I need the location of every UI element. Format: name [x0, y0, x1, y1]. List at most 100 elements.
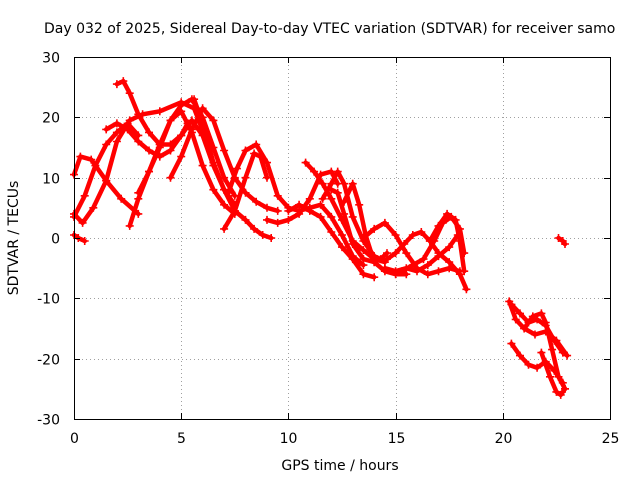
data-point — [145, 167, 153, 176]
data-point — [338, 231, 346, 239]
data-point — [190, 95, 199, 104]
data-point — [327, 185, 336, 194]
data-point — [112, 137, 121, 146]
data-point — [102, 140, 111, 149]
data-point — [232, 164, 241, 173]
data-point — [145, 128, 153, 137]
data-point — [541, 360, 550, 369]
x-axis-label: GPS time / hours — [281, 458, 398, 474]
data-point — [112, 80, 121, 89]
data-point — [507, 339, 516, 348]
data-point — [533, 363, 542, 372]
data-point — [370, 273, 379, 282]
data-point — [380, 264, 389, 273]
data-point — [263, 203, 271, 212]
data-point — [340, 179, 349, 188]
data-point — [117, 194, 126, 203]
data-point — [123, 125, 132, 134]
data-point — [398, 267, 406, 276]
data-point — [563, 351, 572, 360]
data-point — [80, 237, 89, 245]
y-tick-label: 0 — [51, 232, 60, 248]
data-point — [119, 77, 128, 86]
data-point — [383, 255, 391, 264]
data-point — [89, 203, 98, 212]
x-tick-label: 15 — [388, 431, 406, 447]
x-tick-label: 5 — [177, 431, 186, 447]
data-point — [528, 312, 537, 321]
data-point — [391, 231, 400, 239]
y-axis-label: SDTVAR / TECUs — [6, 181, 22, 296]
data-point — [348, 179, 357, 188]
data-point — [434, 249, 443, 258]
data-series — [70, 77, 572, 399]
data-point — [112, 128, 121, 137]
data-point — [241, 173, 250, 182]
data-point — [348, 212, 357, 221]
data-point — [423, 261, 432, 270]
data-point — [443, 209, 452, 218]
data-point — [318, 179, 327, 188]
data-point — [295, 209, 304, 218]
series-line-arc-3 — [71, 154, 141, 217]
data-point — [241, 215, 250, 224]
data-point — [541, 318, 550, 327]
data-point — [155, 107, 164, 116]
data-point — [78, 218, 87, 227]
data-point — [177, 152, 186, 161]
data-point — [316, 200, 325, 209]
data-point — [166, 116, 175, 125]
x-tick-label: 20 — [495, 431, 513, 447]
data-point — [295, 200, 304, 209]
data-point — [340, 209, 349, 218]
data-point — [552, 387, 561, 396]
data-point — [250, 224, 259, 233]
data-point — [417, 228, 426, 236]
x-tick-label: 10 — [280, 431, 298, 447]
data-point — [125, 221, 134, 230]
axis-ticks: 0 5 10 15 20 25 -30 -20 -10 0 10 20 30 — [37, 51, 619, 448]
data-point — [370, 258, 379, 267]
data-point — [301, 158, 310, 167]
series-line-arc-21 — [384, 229, 469, 292]
data-point — [198, 104, 207, 113]
data-point — [327, 194, 336, 203]
data-point — [380, 218, 389, 227]
data-point — [177, 101, 186, 110]
data-point — [166, 146, 175, 155]
data-point — [355, 200, 364, 209]
series-line-arc-11 — [221, 151, 270, 232]
y-tick-label: -10 — [37, 292, 60, 308]
data-point — [531, 330, 539, 339]
data-point — [267, 234, 276, 242]
series-line-arc-25 — [509, 302, 566, 355]
data-point — [408, 261, 417, 270]
data-point — [198, 161, 207, 170]
y-tick-label: -20 — [37, 353, 60, 369]
data-point — [284, 215, 293, 224]
data-point — [460, 267, 469, 276]
data-point — [134, 188, 143, 197]
data-point — [516, 351, 524, 360]
data-point — [561, 240, 569, 248]
data-point — [462, 285, 471, 294]
data-point — [451, 215, 460, 224]
data-point — [507, 300, 516, 309]
data-point — [333, 188, 342, 197]
data-point — [558, 348, 567, 357]
data-point — [434, 267, 443, 276]
data-point — [359, 255, 368, 264]
data-point — [556, 390, 565, 399]
y-tick-label: 10 — [42, 172, 60, 188]
y-tick-label: -30 — [37, 413, 60, 429]
data-point — [273, 206, 282, 215]
data-point — [516, 309, 524, 318]
data-point — [445, 258, 454, 267]
data-point — [561, 384, 569, 393]
data-point — [391, 249, 400, 258]
data-point — [125, 89, 134, 98]
y-tick-label: 20 — [42, 111, 60, 127]
data-point — [112, 119, 121, 128]
data-point — [305, 194, 314, 203]
data-point — [263, 158, 271, 167]
